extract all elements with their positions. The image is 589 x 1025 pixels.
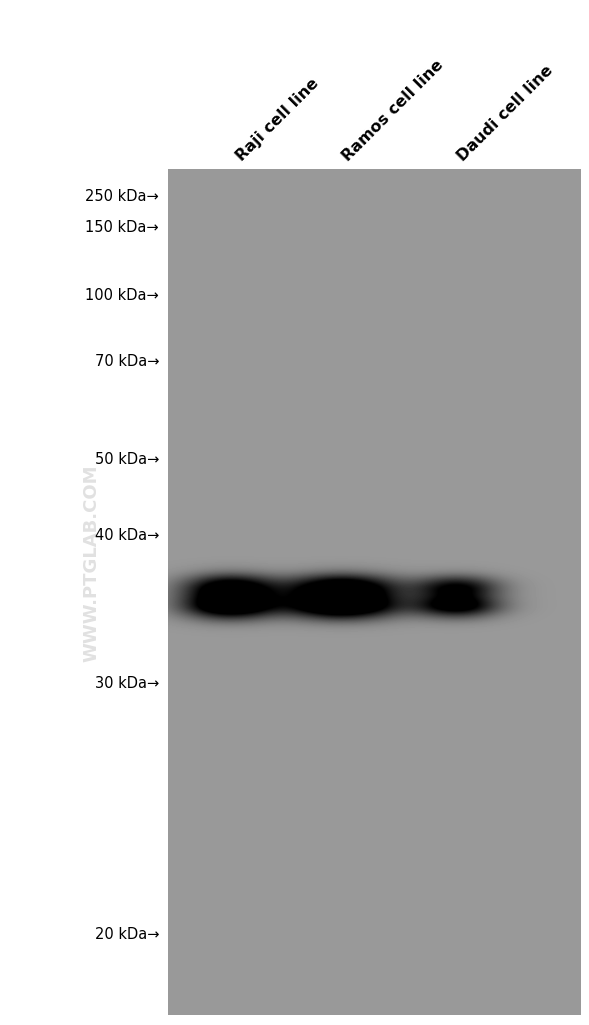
Text: 40 kDa→: 40 kDa→ — [95, 528, 159, 542]
Text: 70 kDa→: 70 kDa→ — [94, 355, 159, 369]
Text: 50 kDa→: 50 kDa→ — [95, 452, 159, 466]
Text: 150 kDa→: 150 kDa→ — [85, 220, 159, 235]
Text: Raji cell line: Raji cell line — [234, 76, 322, 164]
Text: Daudi cell line: Daudi cell line — [455, 63, 556, 164]
Text: 100 kDa→: 100 kDa→ — [85, 288, 159, 302]
Text: WWW.PTGLAB.COM: WWW.PTGLAB.COM — [82, 465, 100, 662]
Text: 30 kDa→: 30 kDa→ — [95, 676, 159, 691]
Text: 20 kDa→: 20 kDa→ — [94, 928, 159, 942]
Text: 250 kDa→: 250 kDa→ — [85, 190, 159, 204]
Text: Ramos cell line: Ramos cell line — [340, 57, 446, 164]
